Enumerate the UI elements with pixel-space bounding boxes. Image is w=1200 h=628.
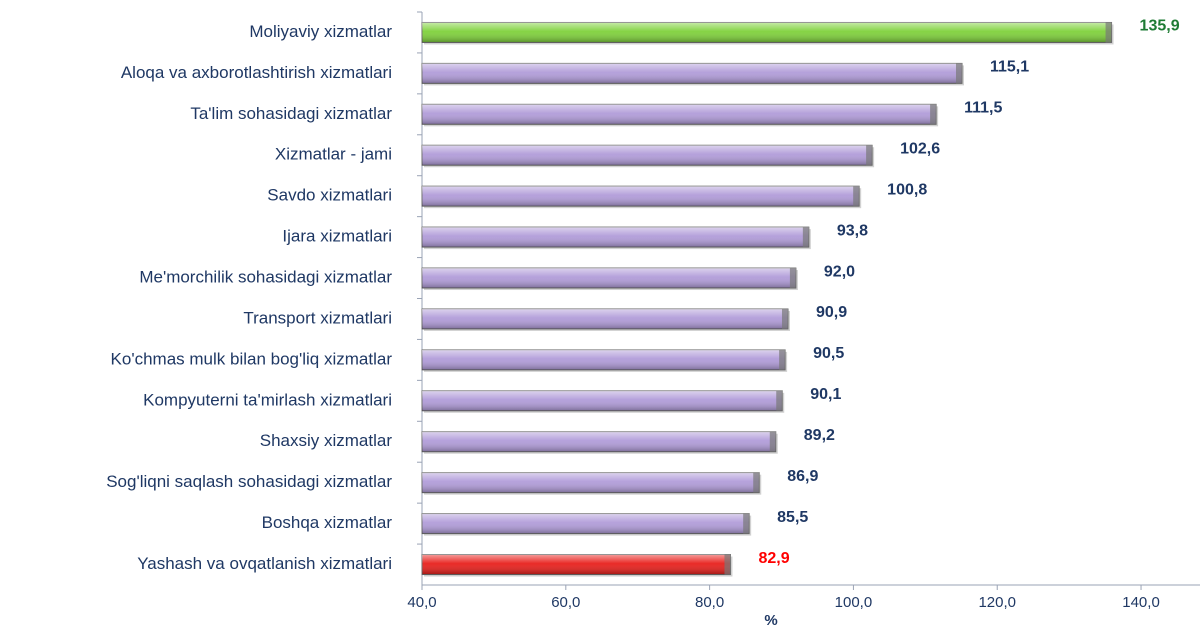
y-tick-label: Ijara xizmatlari	[282, 227, 392, 246]
y-tick-label: Kompyuterni ta'mirlash xizmatlari	[143, 390, 392, 409]
bar-gloss	[422, 186, 860, 207]
data-label: 115,1	[990, 59, 1029, 76]
bar-cap	[769, 431, 776, 452]
bar-cap	[853, 186, 860, 207]
bar-gloss	[422, 554, 731, 575]
bar-gloss	[422, 63, 962, 84]
bar-gloss	[422, 104, 937, 125]
y-tick-label: Yashash va ovqatlanish xizmatlari	[137, 554, 392, 573]
bar-cap	[781, 308, 788, 329]
x-tick-label: 60,0	[551, 594, 580, 611]
y-tick-label: Ta'lim sohasidagi xizmatlar	[190, 104, 392, 123]
bar-cap	[724, 554, 731, 575]
bar-cap	[955, 63, 962, 84]
data-label: 92,0	[824, 263, 855, 280]
y-tick-label: Boshqa xizmatlar	[262, 513, 393, 532]
y-tick-label: Moliyaviy xizmatlar	[249, 22, 392, 41]
bar-gloss	[422, 349, 786, 370]
bar-gloss	[422, 145, 873, 166]
bar-cap	[743, 513, 750, 534]
y-tick-label: Sog'liqni saqlash sohasidagi xizmatlar	[106, 472, 392, 491]
bar-cap	[1105, 22, 1112, 43]
data-label: 90,1	[810, 386, 841, 403]
y-tick-label: Aloqa va axborotlashtirish xizmatlari	[121, 63, 392, 82]
y-tick-label: Shaxsiy xizmatlar	[260, 431, 393, 450]
bar-gloss	[422, 472, 760, 493]
x-tick-label: 140,0	[1122, 594, 1160, 611]
x-tick-label: 40,0	[407, 594, 436, 611]
data-label: 89,2	[804, 427, 835, 444]
x-tick-label: 80,0	[695, 594, 724, 611]
bar-cap	[789, 268, 796, 289]
bar-cap	[802, 227, 809, 248]
bar-cap	[779, 349, 786, 370]
bar-cap	[776, 390, 783, 411]
bar-cap	[866, 145, 873, 166]
bar-gloss	[422, 308, 788, 329]
data-label: 100,8	[887, 181, 927, 198]
x-axis-title: %	[764, 612, 777, 628]
data-label: 85,5	[777, 509, 808, 526]
bar-gloss	[422, 268, 796, 289]
y-tick-label: Ko'chmas mulk bilan bog'liq xizmatlar	[111, 349, 393, 368]
bar-gloss	[422, 390, 783, 411]
data-label: 82,9	[758, 550, 789, 567]
bar-gloss	[422, 431, 776, 452]
y-tick-label: Me'morchilik sohasidagi xizmatlar	[139, 268, 392, 287]
y-tick-label: Transport xizmatlari	[243, 308, 392, 327]
data-label: 102,6	[900, 140, 940, 157]
data-label: 111,5	[964, 100, 1002, 117]
y-tick-label: Savdo xizmatlari	[267, 186, 392, 205]
data-label: 90,5	[813, 345, 844, 362]
y-tick-label: Xizmatlar - jami	[275, 145, 392, 164]
data-label: 90,9	[816, 304, 847, 321]
bar-cap	[753, 472, 760, 493]
x-tick-label: 120,0	[978, 594, 1016, 611]
data-label: 135,9	[1140, 18, 1180, 35]
data-label: 93,8	[837, 222, 868, 239]
bar-gloss	[422, 227, 809, 248]
bar-gloss	[422, 22, 1112, 43]
bar-gloss	[422, 513, 750, 534]
data-label: 86,9	[787, 468, 818, 485]
bar-cap	[930, 104, 937, 125]
x-tick-label: 100,0	[835, 594, 873, 611]
